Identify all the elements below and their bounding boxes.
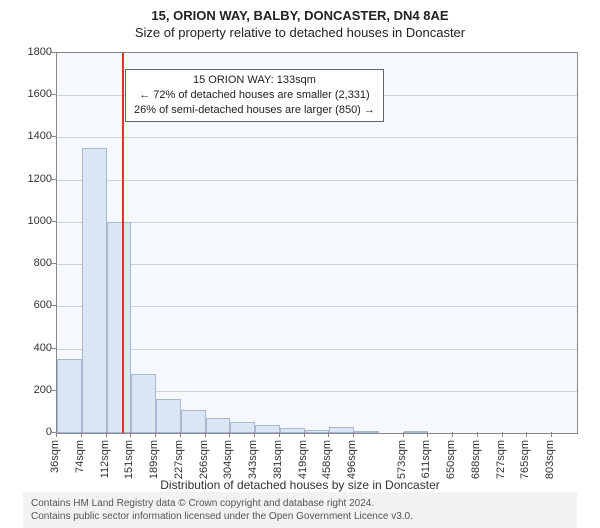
histogram-bar [230, 422, 255, 433]
histogram-bar [206, 418, 231, 433]
histogram-bar [404, 431, 429, 433]
histogram-bar [156, 399, 181, 433]
y-tick-label: 800 [8, 257, 52, 269]
attribution-footer: Contains HM Land Registry data © Crown c… [23, 492, 577, 528]
annotation-box: 15 ORION WAY: 133sqm← 72% of detached ho… [125, 69, 384, 122]
histogram-bar [305, 430, 330, 433]
y-tick-label: 600 [8, 299, 52, 311]
page-title-address: 15, ORION WAY, BALBY, DONCASTER, DN4 8AE [0, 8, 600, 23]
y-tick-label: 1600 [8, 88, 52, 100]
histogram-bar [329, 427, 354, 433]
histogram-bar [354, 431, 379, 433]
y-tick-label: 1200 [8, 173, 52, 185]
histogram-bar [280, 428, 305, 433]
y-tick-label: 0 [8, 426, 52, 438]
histogram-bar [131, 374, 156, 433]
footer-line1: Contains HM Land Registry data © Crown c… [31, 497, 569, 510]
y-tick-label: 400 [8, 342, 52, 354]
marker-line [122, 53, 124, 433]
page-subtitle: Size of property relative to detached ho… [0, 25, 600, 40]
footer-line2: Contains public sector information licen… [31, 510, 569, 523]
chart-container: 15 ORION WAY: 133sqm← 72% of detached ho… [56, 52, 576, 432]
annotation-line3: 26% of semi-detached houses are larger (… [134, 103, 375, 118]
y-tick-label: 1000 [8, 215, 52, 227]
plot-area: 15 ORION WAY: 133sqm← 72% of detached ho… [56, 52, 578, 434]
histogram-bar [82, 148, 107, 433]
histogram-bar [255, 425, 280, 433]
y-tick-label: 1800 [8, 46, 52, 58]
x-axis-label: Distribution of detached houses by size … [0, 478, 600, 492]
histogram-bar [107, 222, 132, 433]
histogram-bar [181, 410, 206, 433]
y-tick-label: 200 [8, 384, 52, 396]
annotation-line2: ← 72% of detached houses are smaller (2,… [134, 88, 375, 103]
histogram-bar [57, 359, 82, 433]
y-tick-label: 1400 [8, 130, 52, 142]
annotation-line1: 15 ORION WAY: 133sqm [134, 73, 375, 88]
